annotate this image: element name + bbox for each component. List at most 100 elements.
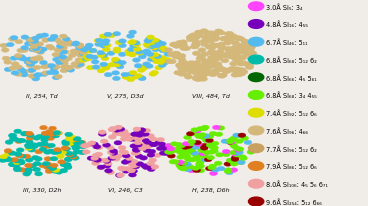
Circle shape <box>30 57 38 62</box>
Circle shape <box>9 67 17 71</box>
Circle shape <box>105 169 113 173</box>
Circle shape <box>204 71 212 76</box>
Circle shape <box>45 169 53 174</box>
Circle shape <box>86 143 93 147</box>
Circle shape <box>247 46 255 50</box>
Circle shape <box>172 55 180 59</box>
Circle shape <box>206 135 214 139</box>
Circle shape <box>22 132 29 136</box>
Circle shape <box>147 153 155 157</box>
Circle shape <box>65 132 72 137</box>
Circle shape <box>245 66 254 70</box>
Circle shape <box>104 73 112 77</box>
Circle shape <box>204 66 212 70</box>
Circle shape <box>86 55 94 59</box>
Circle shape <box>142 139 150 143</box>
Circle shape <box>48 166 56 171</box>
Circle shape <box>205 138 213 143</box>
Circle shape <box>80 144 88 148</box>
Circle shape <box>164 58 172 63</box>
Circle shape <box>60 65 68 70</box>
Circle shape <box>183 154 191 159</box>
Circle shape <box>52 76 60 80</box>
Circle shape <box>56 61 63 65</box>
Circle shape <box>199 74 207 79</box>
Circle shape <box>208 56 216 61</box>
Circle shape <box>240 61 248 66</box>
Circle shape <box>212 125 220 130</box>
Circle shape <box>79 150 87 155</box>
Circle shape <box>72 42 80 46</box>
Circle shape <box>192 145 200 150</box>
Circle shape <box>141 65 149 70</box>
Circle shape <box>84 57 92 62</box>
Circle shape <box>59 50 67 55</box>
Circle shape <box>137 135 145 140</box>
Circle shape <box>148 150 156 154</box>
Circle shape <box>41 34 49 38</box>
Circle shape <box>187 61 195 66</box>
Circle shape <box>188 169 195 173</box>
Circle shape <box>71 156 79 160</box>
Circle shape <box>201 144 208 148</box>
Circle shape <box>4 61 12 65</box>
Circle shape <box>26 133 34 138</box>
Circle shape <box>6 43 14 48</box>
Circle shape <box>124 133 132 137</box>
Circle shape <box>122 76 130 80</box>
Circle shape <box>219 74 227 78</box>
Circle shape <box>20 70 28 74</box>
Circle shape <box>47 144 56 148</box>
Circle shape <box>208 52 216 56</box>
Circle shape <box>209 62 218 66</box>
Circle shape <box>200 29 208 34</box>
Circle shape <box>198 48 206 53</box>
Circle shape <box>64 165 72 169</box>
Circle shape <box>183 47 191 51</box>
Circle shape <box>191 151 199 156</box>
Circle shape <box>61 59 69 64</box>
Circle shape <box>171 160 179 164</box>
Circle shape <box>33 162 41 166</box>
Circle shape <box>25 164 32 168</box>
Circle shape <box>53 58 60 62</box>
Circle shape <box>216 153 224 157</box>
Circle shape <box>147 36 155 40</box>
Circle shape <box>248 162 264 171</box>
Circle shape <box>129 40 137 45</box>
Circle shape <box>52 66 60 70</box>
Circle shape <box>97 51 105 56</box>
Circle shape <box>208 166 216 170</box>
Circle shape <box>132 148 140 152</box>
Circle shape <box>229 52 237 56</box>
Circle shape <box>115 41 123 46</box>
Circle shape <box>238 68 246 73</box>
Circle shape <box>176 41 184 46</box>
Circle shape <box>93 158 102 162</box>
Circle shape <box>156 61 164 65</box>
Circle shape <box>209 132 217 136</box>
Circle shape <box>185 68 193 73</box>
Circle shape <box>127 51 134 56</box>
Circle shape <box>208 32 216 36</box>
Circle shape <box>64 157 72 162</box>
Circle shape <box>48 64 56 69</box>
Circle shape <box>112 132 120 136</box>
Circle shape <box>159 151 167 156</box>
Circle shape <box>130 169 138 174</box>
Circle shape <box>136 162 144 166</box>
Circle shape <box>149 165 157 170</box>
Circle shape <box>202 35 210 40</box>
Circle shape <box>202 61 210 65</box>
Circle shape <box>102 158 110 163</box>
Circle shape <box>226 140 234 145</box>
Text: VIII, 484, Td: VIII, 484, Td <box>192 93 230 98</box>
Circle shape <box>131 132 138 137</box>
Circle shape <box>63 147 71 151</box>
Circle shape <box>107 63 116 68</box>
Circle shape <box>130 164 138 168</box>
Circle shape <box>150 143 158 147</box>
Circle shape <box>149 73 157 77</box>
Circle shape <box>110 151 118 156</box>
Circle shape <box>153 60 160 64</box>
